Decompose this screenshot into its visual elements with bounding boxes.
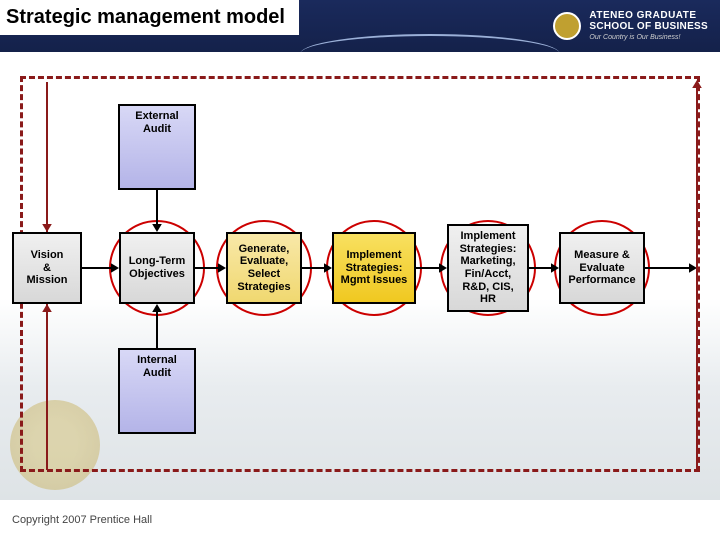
logo-block: ATENEO GRADUATE SCHOOL OF BUSINESS Our C… (553, 10, 708, 42)
box-label: Internal Audit (137, 354, 177, 379)
footer: Copyright 2007 Prentice Hall (0, 500, 720, 540)
box-label: Vision & Mission (27, 249, 68, 287)
logo-badge-icon (553, 12, 581, 40)
box-longterm: Long-Term Objectives (119, 232, 195, 304)
logo-line1: ATENEO GRADUATE (589, 10, 708, 21)
box-label: Long-Term Objectives (129, 255, 186, 280)
box-measure: Measure & Evaluate Performance (559, 232, 645, 304)
box-label: Generate, Evaluate, Select Strategies (237, 243, 290, 294)
page-title: Strategic management model (0, 0, 299, 35)
header-bar: Strategic management model ATENEO GRADUA… (0, 0, 720, 52)
box-label: Implement Strategies: Marketing, Fin/Acc… (460, 230, 517, 306)
copyright-text: Copyright 2007 Prentice Hall (12, 514, 152, 526)
diagram-canvas: External Audit Internal Audit Vision & Mis… (0, 52, 720, 500)
box-label: External Audit (135, 110, 178, 135)
logo-tagline: Our Country is Our Business! (589, 34, 708, 42)
box-internal-audit: Internal Audit (118, 348, 196, 434)
box-impl-func: Implement Strategies: Marketing, Fin/Acc… (447, 224, 529, 312)
box-generate: Generate, Evaluate, Select Strategies (226, 232, 302, 304)
box-label: Measure & Evaluate Performance (568, 249, 635, 287)
box-impl-mgmt: Implement Strategies: Mgmt Issues (332, 232, 416, 304)
box-external-audit: External Audit (118, 104, 196, 190)
logo-text: ATENEO GRADUATE SCHOOL OF BUSINESS Our C… (589, 10, 708, 42)
logo-line2: SCHOOL OF BUSINESS (589, 21, 708, 32)
box-vision: Vision & Mission (12, 232, 82, 304)
box-label: Implement Strategies: Mgmt Issues (341, 249, 408, 287)
header-curve (300, 34, 560, 54)
